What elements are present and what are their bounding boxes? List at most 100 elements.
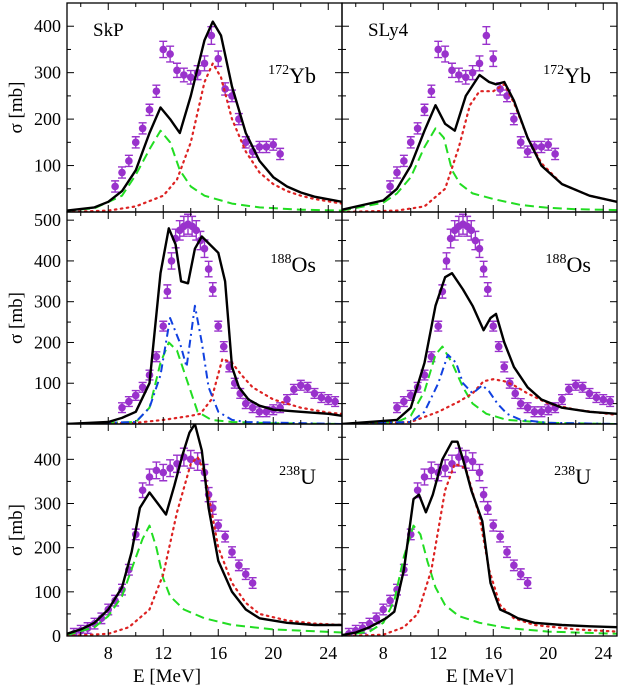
experiment-point bbox=[204, 265, 213, 273]
nucleus-label: 188Os bbox=[271, 252, 316, 277]
experiment-point bbox=[214, 54, 223, 63]
experiment-point bbox=[537, 143, 546, 151]
experiment-point bbox=[420, 473, 429, 481]
x-axis-label-right: E [MeV] bbox=[446, 666, 514, 687]
experiment-point bbox=[558, 395, 566, 404]
experiment-series bbox=[386, 25, 560, 193]
experiment-point bbox=[118, 168, 126, 177]
y-axis-label: σ [mb] bbox=[6, 292, 27, 344]
experiment-point bbox=[523, 147, 532, 156]
y-tick-label: 0 bbox=[52, 626, 61, 646]
experiment-point bbox=[494, 342, 503, 351]
x-tick-label: 16 bbox=[209, 643, 227, 663]
panel-3: 188Os bbox=[341, 211, 618, 425]
experiment-point bbox=[434, 322, 443, 330]
experiment-point bbox=[427, 87, 436, 96]
x-tick-label: 20 bbox=[539, 643, 557, 663]
panel-4: 8 12 16 20 24 0 100 200 300 400 σ [mb] 238U bbox=[6, 423, 343, 663]
component-1-curve bbox=[342, 345, 617, 424]
y-tick-label: 500 bbox=[34, 210, 61, 230]
experiment-point bbox=[393, 168, 401, 177]
y-tick-label: 100 bbox=[34, 582, 61, 602]
nucleus-label: 172Yb bbox=[543, 63, 591, 88]
experiment-point bbox=[523, 403, 532, 412]
experiment-point bbox=[138, 486, 147, 495]
nucleus-mass: 172 bbox=[543, 63, 564, 78]
experiment-point bbox=[427, 466, 436, 475]
nucleus-mass: 238 bbox=[279, 464, 300, 479]
component-3-curve bbox=[67, 304, 342, 424]
experiment-point bbox=[118, 403, 126, 412]
panel-5-plot-area bbox=[342, 440, 617, 636]
experiment-point bbox=[192, 226, 201, 235]
nucleus-mass: 188 bbox=[271, 252, 292, 267]
panel-5: 8 12 16 20 24 238U bbox=[341, 423, 618, 663]
experiment-point bbox=[455, 71, 463, 79]
experiment-point bbox=[537, 407, 546, 416]
y-axis-label: σ [mb] bbox=[6, 82, 27, 134]
experiment-point bbox=[592, 393, 601, 402]
nucleus-symbol: U bbox=[575, 464, 591, 489]
nucleus-symbol: Os bbox=[292, 252, 316, 277]
x-tick-label: 12 bbox=[154, 643, 172, 663]
experiment-point bbox=[214, 322, 223, 330]
experiment-point bbox=[145, 106, 154, 114]
experiment-point bbox=[479, 490, 488, 499]
y-tick-label: 300 bbox=[34, 63, 61, 83]
experiment-point bbox=[262, 143, 271, 151]
experiment-point bbox=[386, 596, 394, 605]
x-axis-label-left: E [MeV] bbox=[133, 666, 201, 687]
experiment-point bbox=[606, 397, 614, 406]
panel-0-plot-area bbox=[67, 20, 342, 212]
panel-3-plot-area bbox=[342, 213, 617, 424]
total-strength-curve bbox=[342, 73, 617, 211]
experiment-point bbox=[475, 244, 484, 253]
experiment-point bbox=[482, 31, 491, 40]
y-tick-label: 100 bbox=[34, 373, 61, 393]
experiment-point bbox=[585, 389, 594, 398]
experiment-point bbox=[290, 385, 298, 394]
experiment-point bbox=[406, 391, 415, 400]
force-label: SkP bbox=[93, 20, 124, 41]
experiment-point bbox=[255, 407, 264, 416]
experiment-point bbox=[200, 59, 209, 68]
experiment-point bbox=[283, 395, 291, 404]
experiment-point bbox=[516, 138, 525, 147]
experiment-point bbox=[413, 486, 422, 495]
total-strength-curve bbox=[67, 20, 342, 212]
experiment-point bbox=[510, 115, 518, 123]
experiment-point bbox=[248, 579, 257, 587]
experiment-point bbox=[516, 399, 525, 408]
experiment-point bbox=[523, 579, 532, 587]
y-tick-label: 400 bbox=[34, 251, 61, 271]
experiment-point bbox=[241, 570, 250, 578]
experiment-point bbox=[510, 561, 518, 570]
experiment-point bbox=[475, 59, 484, 68]
experiment-point bbox=[442, 257, 451, 265]
experiment-point bbox=[578, 383, 587, 392]
experiment-point bbox=[565, 385, 573, 394]
experiment-point bbox=[427, 352, 436, 361]
x-tick-label: 8 bbox=[379, 643, 388, 663]
y-tick-label: 400 bbox=[34, 449, 61, 469]
y-tick-label: 200 bbox=[34, 332, 61, 352]
panel-2-plot-area bbox=[67, 213, 342, 424]
experiment-point bbox=[530, 407, 539, 416]
experiment-point bbox=[479, 265, 488, 273]
experiment-point bbox=[379, 605, 388, 614]
component-1-curve bbox=[342, 127, 617, 212]
y-tick-label: 400 bbox=[34, 16, 61, 36]
experiment-point bbox=[475, 468, 484, 477]
experiment-point bbox=[500, 363, 509, 371]
nucleus-mass: 188 bbox=[546, 252, 567, 267]
total-strength-curve bbox=[342, 272, 617, 424]
experiment-point bbox=[467, 226, 476, 235]
panel-1-plot-area bbox=[342, 25, 617, 212]
total-strength-curve bbox=[342, 440, 617, 636]
experiment-point bbox=[393, 403, 401, 412]
panel-1: SLy4 172Yb bbox=[341, 2, 618, 213]
experiment-point bbox=[461, 73, 470, 82]
experiment-point bbox=[241, 138, 250, 147]
experiment-point bbox=[131, 138, 140, 147]
